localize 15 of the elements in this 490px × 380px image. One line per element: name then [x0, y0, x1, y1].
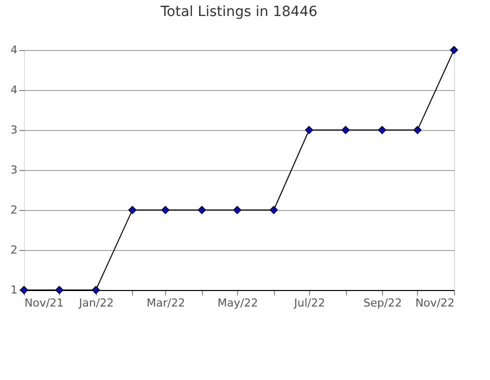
- x-tick-label: Nov/21: [24, 296, 64, 310]
- y-tick-label: 4: [10, 44, 18, 56]
- y-tick-label: 4: [10, 84, 18, 96]
- chart-title: Total Listings in 18446: [160, 4, 318, 20]
- x-tick-label: May/22: [218, 296, 258, 310]
- y-tick-label: 3: [10, 164, 18, 176]
- y-tick-label: 3: [10, 124, 18, 136]
- x-tick-label: Mar/22: [146, 296, 186, 310]
- y-tick-label: 1: [10, 284, 18, 296]
- y-tick-label: 2: [10, 244, 18, 256]
- x-tick-label: Sep/22: [363, 296, 402, 310]
- y-tick-label: 2: [10, 204, 18, 216]
- x-tick-label: Jan/22: [78, 296, 114, 310]
- x-tick-label: Jul/22: [293, 296, 326, 310]
- x-tick-label: Nov/22: [415, 296, 454, 310]
